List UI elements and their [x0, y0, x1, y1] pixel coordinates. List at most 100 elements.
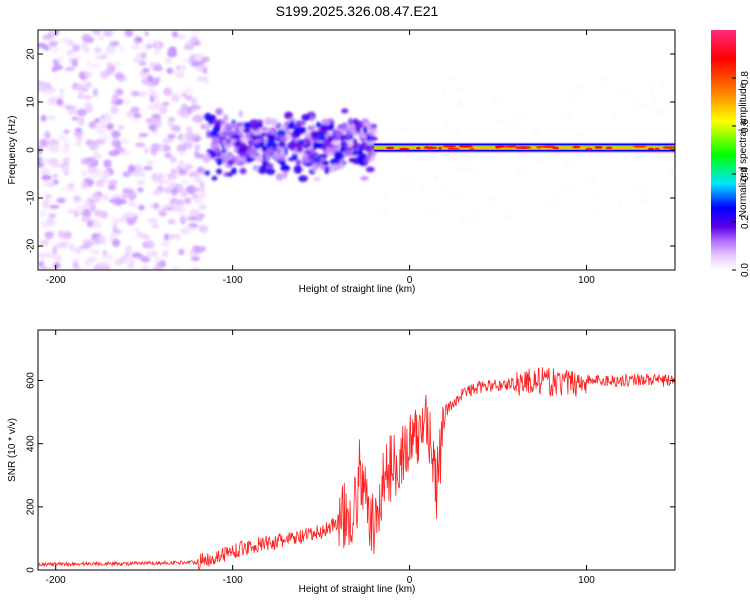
heatmap-cell [187, 215, 198, 221]
heatmap-cell [59, 88, 65, 94]
heatmap-cell [147, 218, 158, 223]
heatmap-cell [257, 165, 267, 174]
heatmap-cell [430, 213, 434, 217]
heatmap-cell [135, 142, 146, 148]
heatmap-cell [115, 257, 122, 267]
heatmap-cell [201, 154, 212, 163]
heatmap-cell [40, 168, 51, 176]
heatmap-cell [618, 203, 622, 207]
heatmap-cell [78, 116, 85, 126]
heatmap-cell [185, 185, 197, 194]
heatmap-cell [135, 231, 147, 238]
heatmap-cell [39, 138, 48, 148]
heatmap-cell [125, 211, 137, 219]
heatmap-cell [622, 91, 626, 95]
heatmap-cell [85, 104, 93, 114]
heatmap-cell [494, 96, 498, 100]
heatmap-cell [106, 123, 115, 131]
heatmap-cell [339, 141, 349, 147]
heatmap-cell [49, 204, 60, 209]
heatmap-cell [87, 166, 98, 174]
heatmap-cell [116, 88, 124, 96]
heatmap-cell [567, 113, 571, 117]
heatmap-cell [73, 194, 80, 203]
heatmap-cell [125, 111, 135, 118]
heatmap-cell [444, 124, 448, 128]
heatmap-cell [170, 202, 182, 212]
heatmap-cell [270, 117, 279, 127]
heatmap-cell [255, 155, 264, 162]
heatmap-cell [510, 120, 514, 124]
heatmap-cell [412, 140, 416, 144]
heatmap-cell [198, 224, 209, 234]
heatmap-cell [53, 254, 63, 263]
heatmap-cell [76, 108, 87, 117]
heatmap-cell [81, 169, 88, 177]
heatmap-cell [334, 151, 345, 161]
heatmap-cell [337, 124, 343, 129]
heatmap-hotspot [385, 146, 395, 150]
heatmap-cell [71, 116, 79, 121]
heatmap-cell [130, 106, 140, 114]
heatmap-cell [98, 54, 108, 60]
heatmap-cell [237, 125, 245, 131]
heatmap-cell [126, 216, 136, 226]
heatmap-cell [370, 155, 375, 161]
bottom-xtick-label: -200 [46, 575, 66, 586]
heatmap-cell [225, 152, 235, 160]
heatmap-cell [303, 150, 313, 155]
heatmap-cell [206, 129, 211, 138]
heatmap-cell [61, 136, 69, 142]
heatmap-cell [196, 76, 206, 82]
heatmap-cell [225, 125, 231, 133]
heatmap-cell [141, 67, 150, 73]
heatmap-cell [652, 97, 656, 101]
heatmap-cell [90, 30, 102, 34]
heatmap-cell [178, 168, 188, 176]
heatmap-cell [226, 171, 233, 177]
heatmap-cell [518, 112, 522, 116]
heatmap-cell [102, 170, 111, 179]
heatmap-cell [112, 217, 119, 227]
heatmap-cell [171, 68, 183, 76]
heatmap-cell [570, 93, 574, 97]
heatmap-cell [645, 104, 649, 108]
heatmap-cell [191, 97, 198, 107]
heatmap-cell [112, 225, 119, 234]
heatmap-cell [83, 95, 92, 100]
heatmap-cell [295, 159, 301, 166]
top-x-label: Height of straight line (km) [299, 284, 416, 295]
heatmap-cell [369, 136, 378, 142]
heatmap-cell [593, 193, 597, 197]
heatmap-cell [46, 181, 55, 188]
heatmap-cell [147, 74, 154, 83]
heatmap-cell [193, 150, 200, 158]
heatmap-cell [301, 114, 311, 122]
heatmap-cell [94, 124, 103, 131]
heatmap-cell [278, 124, 289, 130]
heatmap-cell [209, 150, 217, 158]
heatmap-cell [339, 145, 346, 153]
heatmap-hotspot [515, 146, 529, 149]
heatmap-cell [321, 118, 331, 126]
heatmap-cell [305, 134, 310, 140]
heatmap-cell [154, 47, 161, 55]
heatmap-cell [38, 42, 48, 48]
heatmap-cell [117, 199, 128, 204]
heatmap-cell [97, 128, 106, 136]
heatmap-cell [52, 64, 64, 71]
heatmap-cell [192, 196, 204, 205]
heatmap-cell [361, 118, 369, 125]
heatmap-cell [313, 176, 322, 182]
heatmap-cell [66, 208, 76, 214]
heatmap-cell [76, 135, 83, 142]
heatmap-cell [241, 142, 247, 150]
heatmap-hotspot [647, 147, 655, 151]
heatmap-cell [214, 121, 222, 131]
heatmap-cell [106, 62, 115, 68]
heatmap-cell [48, 213, 57, 218]
heatmap-cell [192, 40, 201, 46]
heatmap-cell [641, 199, 645, 203]
heatmap-cell [102, 30, 114, 37]
heatmap-cell [103, 134, 111, 141]
